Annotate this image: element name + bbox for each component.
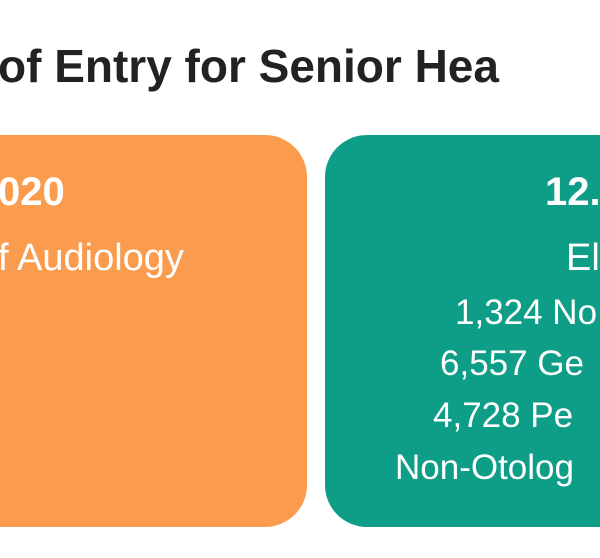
card-line: f Audiology <box>0 237 184 279</box>
card-line: Non-Otolog <box>395 448 574 487</box>
card-headline: 020 <box>0 170 65 214</box>
orange-card <box>0 135 307 527</box>
card-line: 6,557 Ge <box>440 344 584 383</box>
card-line: 1,324 No <box>455 293 597 332</box>
card-line: El <box>566 237 600 279</box>
card-headline: 12. <box>545 170 600 214</box>
title: of Entry for Senior Hea <box>0 40 499 92</box>
teal-card <box>325 135 600 527</box>
card-line: 4,728 Pe <box>433 396 573 435</box>
